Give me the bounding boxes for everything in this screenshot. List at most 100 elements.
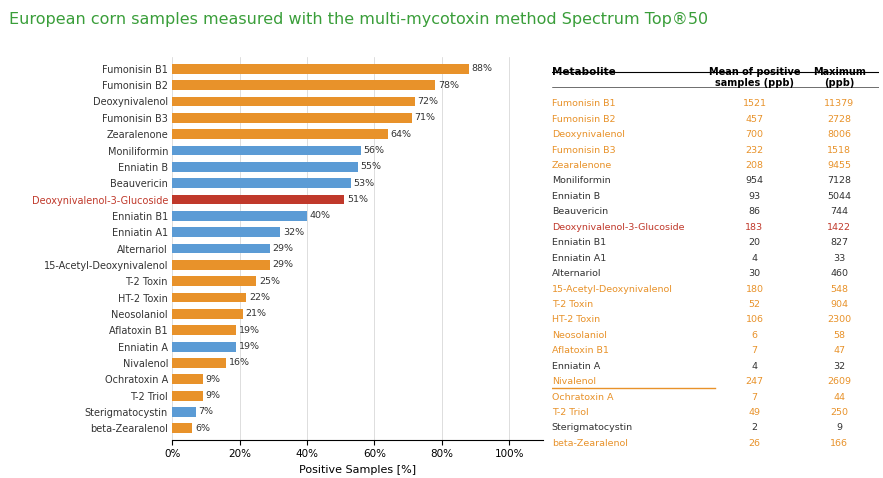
Text: 44: 44 — [834, 392, 845, 402]
Text: 71%: 71% — [414, 113, 435, 122]
Text: 548: 548 — [830, 284, 849, 293]
Text: 51%: 51% — [347, 195, 368, 204]
Bar — [172, 309, 243, 319]
Bar — [172, 97, 415, 107]
Text: 30: 30 — [749, 269, 760, 278]
Text: 29%: 29% — [273, 261, 294, 270]
Text: 250: 250 — [830, 408, 849, 417]
Text: 106: 106 — [745, 315, 764, 325]
Text: 11379: 11379 — [825, 99, 855, 108]
Bar — [172, 129, 388, 139]
Bar — [172, 64, 469, 74]
Text: Deoxynivalenol: Deoxynivalenol — [552, 130, 625, 139]
Text: 72%: 72% — [418, 97, 439, 106]
Text: Nivalenol: Nivalenol — [552, 377, 596, 386]
Text: 47: 47 — [834, 346, 845, 355]
Text: Moniliformin: Moniliformin — [552, 176, 610, 185]
Text: 53%: 53% — [353, 179, 374, 188]
Text: 25%: 25% — [260, 277, 280, 286]
Bar — [172, 178, 351, 188]
Text: 16%: 16% — [229, 358, 250, 368]
Text: Alternariol: Alternariol — [552, 269, 601, 278]
Text: 26: 26 — [749, 439, 760, 448]
Text: 9455: 9455 — [827, 161, 851, 170]
Text: 5044: 5044 — [827, 192, 851, 201]
Text: Enniatin A1: Enniatin A1 — [552, 254, 606, 262]
Text: 32%: 32% — [283, 228, 304, 237]
Text: 86: 86 — [749, 207, 760, 216]
Text: 9%: 9% — [205, 391, 220, 400]
Text: 15-Acetyl-Deoxynivalenol: 15-Acetyl-Deoxynivalenol — [552, 284, 673, 293]
Text: Fumonisin B1: Fumonisin B1 — [552, 99, 615, 108]
Text: Zearalenone: Zearalenone — [552, 161, 612, 170]
Text: Maximum
(ppb): Maximum (ppb) — [813, 66, 866, 88]
Bar — [172, 342, 237, 351]
Text: Neosolaniol: Neosolaniol — [552, 331, 607, 340]
Text: 2609: 2609 — [827, 377, 851, 386]
Text: Aflatoxin B1: Aflatoxin B1 — [552, 346, 608, 355]
Text: Deoxynivalenol-3-Glucoside: Deoxynivalenol-3-Glucoside — [552, 223, 684, 232]
Text: 180: 180 — [745, 284, 764, 293]
Bar — [172, 244, 270, 253]
Text: 58: 58 — [834, 331, 845, 340]
Text: Enniatin B: Enniatin B — [552, 192, 600, 201]
Text: 7128: 7128 — [827, 176, 851, 185]
Text: 1521: 1521 — [743, 99, 766, 108]
Bar — [172, 260, 270, 270]
Text: 32: 32 — [834, 362, 845, 371]
Text: 208: 208 — [745, 161, 764, 170]
Text: HT-2 Toxin: HT-2 Toxin — [552, 315, 600, 325]
Text: 1518: 1518 — [827, 145, 851, 154]
Text: 19%: 19% — [239, 326, 260, 335]
Text: Fumonisin B2: Fumonisin B2 — [552, 115, 615, 124]
Text: 8006: 8006 — [827, 130, 851, 139]
Text: 183: 183 — [745, 223, 764, 232]
Text: 700: 700 — [745, 130, 764, 139]
Text: 56%: 56% — [364, 146, 385, 155]
Text: 4: 4 — [751, 362, 758, 371]
Text: 954: 954 — [745, 176, 764, 185]
Text: 4: 4 — [751, 254, 758, 262]
Text: Metabolite: Metabolite — [552, 66, 615, 76]
Text: 232: 232 — [745, 145, 764, 154]
Text: 21%: 21% — [245, 309, 267, 318]
Text: 247: 247 — [745, 377, 764, 386]
Text: 88%: 88% — [472, 65, 493, 73]
Text: 7: 7 — [751, 346, 758, 355]
Text: 19%: 19% — [239, 342, 260, 351]
Text: 457: 457 — [745, 115, 764, 124]
Text: 22%: 22% — [249, 293, 270, 302]
Bar — [172, 276, 256, 286]
Text: 6%: 6% — [195, 424, 210, 433]
Text: 7: 7 — [751, 392, 758, 402]
Text: Sterigmatocystin: Sterigmatocystin — [552, 424, 633, 433]
Text: 49: 49 — [749, 408, 760, 417]
Text: 20: 20 — [749, 238, 760, 247]
Bar — [172, 195, 344, 205]
Text: 904: 904 — [830, 300, 849, 309]
Text: Beauvericin: Beauvericin — [552, 207, 608, 216]
Text: 166: 166 — [830, 439, 849, 448]
Text: beta-Zearalenol: beta-Zearalenol — [552, 439, 628, 448]
Bar — [172, 228, 280, 237]
Text: 9: 9 — [836, 424, 842, 433]
Bar — [172, 374, 202, 384]
Text: Ochratoxin A: Ochratoxin A — [552, 392, 614, 402]
X-axis label: Positive Samples [%]: Positive Samples [%] — [299, 465, 416, 475]
Text: 2300: 2300 — [827, 315, 851, 325]
Bar — [172, 407, 196, 417]
Text: 460: 460 — [830, 269, 849, 278]
Text: T-2 Toxin: T-2 Toxin — [552, 300, 593, 309]
Text: 78%: 78% — [438, 81, 459, 90]
Text: 64%: 64% — [390, 130, 411, 139]
Text: 9%: 9% — [205, 375, 220, 384]
Text: Fumonisin B3: Fumonisin B3 — [552, 145, 615, 154]
Text: Enniatin A: Enniatin A — [552, 362, 600, 371]
Text: 2728: 2728 — [827, 115, 851, 124]
Text: 40%: 40% — [310, 211, 331, 220]
Bar — [172, 326, 237, 335]
Bar — [172, 162, 358, 172]
Text: 33: 33 — [834, 254, 846, 262]
Text: European corn samples measured with the multi-mycotoxin method Spectrum Top®50: European corn samples measured with the … — [9, 12, 708, 27]
Text: 29%: 29% — [273, 244, 294, 253]
